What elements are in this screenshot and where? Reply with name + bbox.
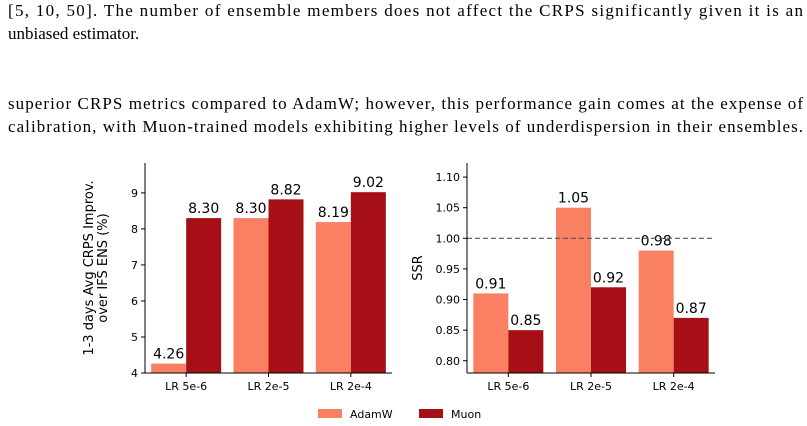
bar — [638, 250, 674, 373]
y-axis-label: over IFS ENS (%) — [96, 213, 111, 322]
x-tick-label: LR 2e-5 — [570, 380, 612, 393]
y-tick-label: 1.05 — [436, 202, 461, 215]
legend-label: Muon — [451, 408, 481, 421]
y-tick-label: 4 — [131, 367, 138, 380]
y-tick-label: 1.00 — [436, 232, 461, 245]
x-tick-label: LR 2e-5 — [247, 380, 289, 393]
y-tick-label: 5 — [131, 331, 138, 344]
y-axis-label: SSR — [411, 255, 426, 281]
data-label: 8.19 — [318, 205, 349, 221]
bar — [350, 192, 386, 373]
paragraph-line: calibration, with Muon-trained models ex… — [8, 117, 803, 136]
y-tick-label: 7 — [131, 259, 138, 272]
y-tick-label: 8 — [131, 223, 138, 236]
legend-swatch — [419, 409, 443, 418]
y-tick-label: 0.90 — [436, 294, 461, 307]
x-tick-label: LR 2e-4 — [330, 380, 372, 393]
bar — [233, 218, 269, 373]
data-label: 8.82 — [270, 182, 301, 198]
bar — [556, 207, 591, 373]
y-tick-label: 0.95 — [436, 263, 461, 276]
data-label: 8.30 — [235, 201, 266, 217]
bar — [473, 293, 509, 373]
y-tick-label: 0.85 — [436, 324, 461, 337]
bar — [673, 317, 709, 373]
data-label: 1.05 — [558, 191, 589, 207]
data-label: 0.85 — [510, 313, 541, 329]
bar — [268, 199, 304, 373]
legend-swatch — [318, 409, 342, 418]
data-label: 9.02 — [353, 175, 384, 191]
data-label: 8.30 — [188, 201, 219, 217]
bar — [591, 287, 626, 373]
x-tick-label: LR 2e-4 — [653, 380, 695, 393]
y-tick-label: 0.80 — [436, 355, 461, 368]
x-tick-label: LR 5e-6 — [487, 380, 529, 393]
data-label: 4.26 — [153, 347, 184, 363]
legend-label: AdamW — [350, 408, 393, 421]
bar — [151, 363, 187, 373]
y-tick-label: 6 — [131, 295, 138, 308]
bar — [186, 218, 222, 373]
y-axis-label: 1-3 days Avg CRPS Improv. — [82, 180, 97, 355]
paragraph-line: unbiased estimator. — [8, 24, 139, 43]
data-label: 0.91 — [475, 276, 506, 292]
x-tick-label: LR 5e-6 — [165, 380, 207, 393]
data-label: 0.92 — [593, 270, 624, 286]
y-tick-label: 9 — [131, 187, 138, 200]
y-tick-label: 1.10 — [436, 171, 461, 184]
paragraph-line: superior CRPS metrics compared to AdamW;… — [8, 94, 803, 113]
bar — [508, 330, 544, 373]
paragraph-line: [5, 10, 50]. The number of ensemble memb… — [8, 1, 803, 20]
data-label: 0.87 — [676, 301, 707, 317]
data-label: 0.98 — [641, 234, 672, 250]
bar — [315, 222, 351, 373]
